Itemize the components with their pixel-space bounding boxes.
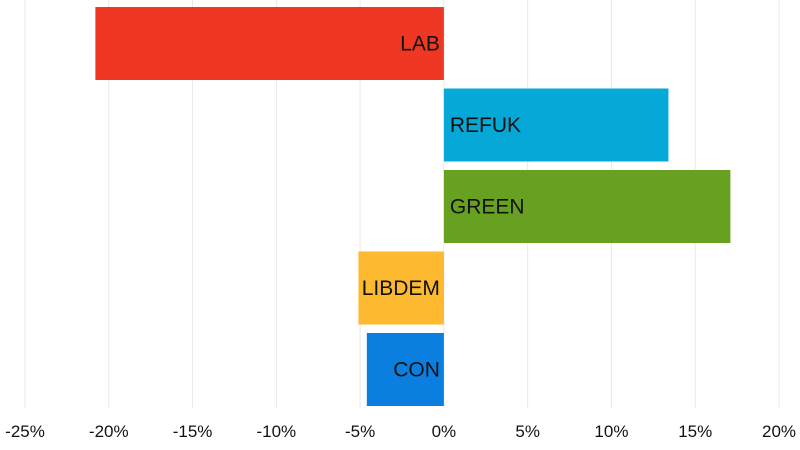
bar-refuk [443,88,669,162]
x-tick-label: -25% [5,422,45,441]
bar-con [366,333,444,406]
x-tick-label: 20% [762,422,796,441]
bar-libdem [358,251,444,325]
bar-label-refuk: REFUK [450,114,521,137]
bar-labels: LAB REFUK GREEN LIBDEM CON [362,33,525,382]
x-tick-label: -15% [173,422,213,441]
bar-lab [95,7,444,80]
x-tick-label: -10% [256,422,296,441]
bar-label-lab: LAB [400,33,440,56]
x-axis-tick-labels: -25% -20% -15% -10% -5% 0% 5% 10% 15% 20% [5,422,796,441]
x-tick-label: -20% [89,422,129,441]
x-tick-label: 0% [432,422,457,441]
bar-green [443,170,731,243]
x-tick-label: 5% [515,422,540,441]
x-tick-label: 15% [678,422,712,441]
bar-label-green: GREEN [450,196,525,219]
bar-label-libdem: LIBDEM [362,277,440,300]
x-tick-label: -5% [345,422,375,441]
x-tick-label: 10% [594,422,628,441]
bar-label-con: CON [393,359,440,382]
bars [95,7,731,406]
